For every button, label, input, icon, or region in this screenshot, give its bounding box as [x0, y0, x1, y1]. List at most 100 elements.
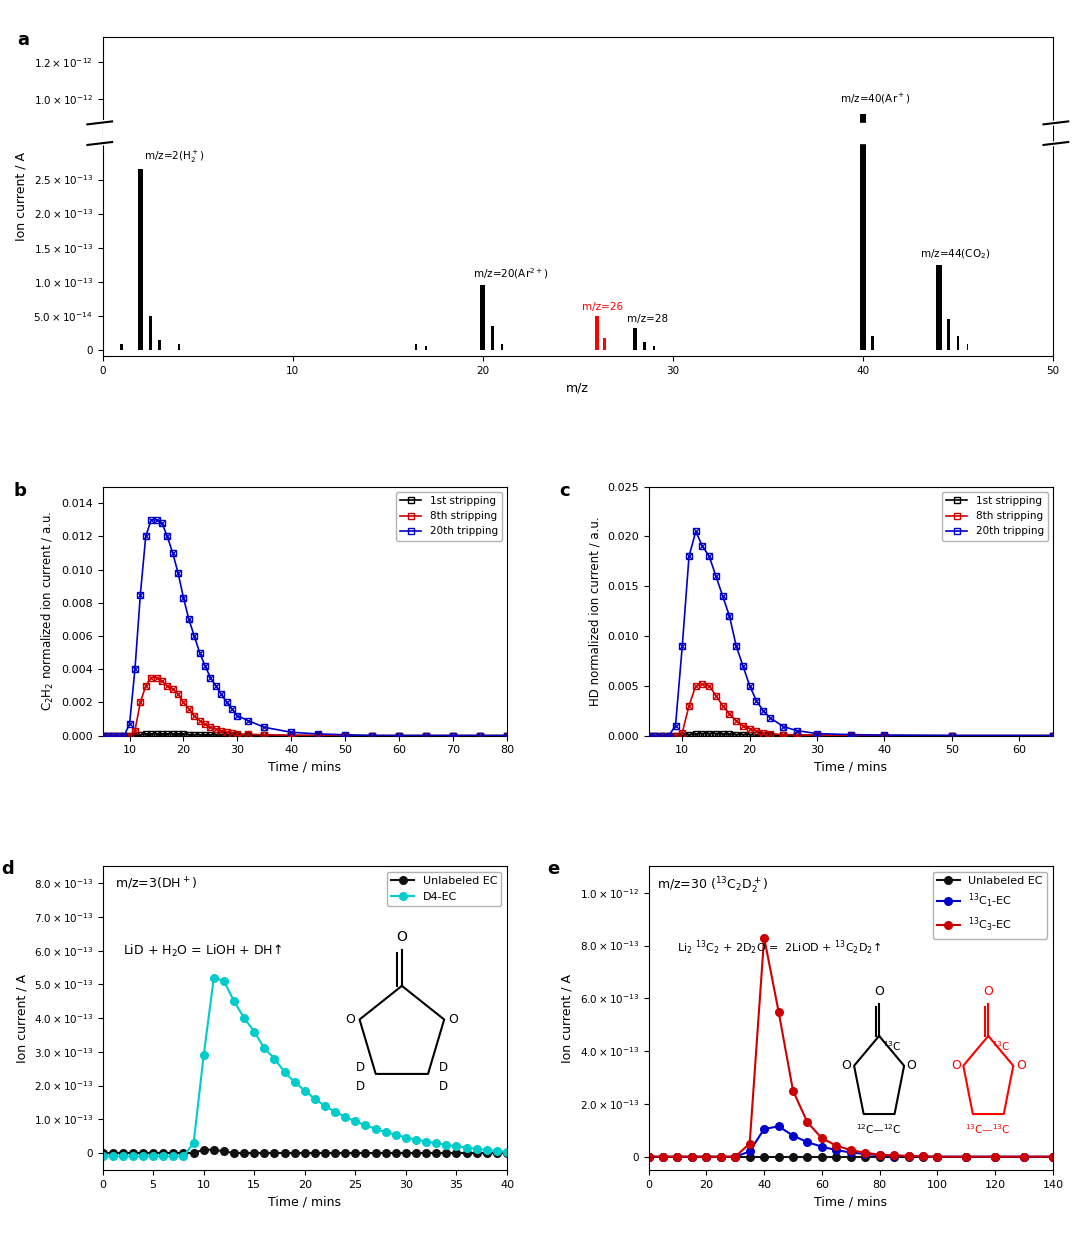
- 20th tripping: [393, 728, 406, 743]
- 8th stripping: [656, 728, 669, 743]
- D4-EC: [228, 994, 241, 1009]
- $^{13}$C$_3$-EC: [714, 1149, 727, 1164]
- Unlabeled EC: [389, 1145, 402, 1160]
- D4-EC: [409, 1132, 422, 1146]
- D4-EC: [490, 1144, 503, 1159]
- D4-EC: [359, 1118, 372, 1133]
- $^{13}$C$_1$-EC: [888, 1148, 901, 1162]
- $^{13}$C$_1$-EC: [902, 1149, 915, 1164]
- 20th tripping: [791, 723, 804, 738]
- Unlabeled EC: [801, 1149, 814, 1164]
- 1st stripping: [145, 727, 158, 742]
- 1st stripping: [177, 727, 190, 742]
- 8th stripping: [102, 728, 114, 743]
- Text: m/z=44(CO$_2$): m/z=44(CO$_2$): [920, 248, 990, 261]
- Text: b: b: [14, 482, 27, 500]
- 1st stripping: [231, 728, 244, 743]
- 1st stripping: [123, 728, 136, 743]
- 8th stripping: [683, 698, 696, 713]
- $^{13}$C$_1$-EC: [1047, 1149, 1059, 1164]
- $^{13}$C$_3$-EC: [902, 1149, 915, 1164]
- Unlabeled EC: [657, 1149, 670, 1164]
- Unlabeled EC: [772, 1149, 785, 1164]
- 20th tripping: [757, 703, 770, 718]
- 1st stripping: [878, 728, 891, 743]
- D4-EC: [136, 1149, 149, 1164]
- 20th tripping: [285, 724, 298, 739]
- 20th tripping: [231, 708, 244, 723]
- $^{13}$C$_3$-EC: [729, 1149, 742, 1164]
- 8th stripping: [703, 678, 716, 693]
- 8th stripping: [134, 695, 147, 709]
- Bar: [481, 285, 485, 350]
- 8th stripping: [204, 719, 217, 734]
- Bar: [424, 347, 427, 350]
- 8th stripping: [258, 728, 271, 743]
- 8th stripping: [145, 670, 158, 685]
- $^{13}$C$_3$-EC: [917, 1149, 930, 1164]
- 1st stripping: [107, 728, 120, 743]
- Unlabeled EC: [359, 1145, 372, 1160]
- $^{13}$C$_1$-EC: [686, 1149, 699, 1164]
- Unlabeled EC: [117, 1145, 130, 1160]
- D4-EC: [430, 1135, 443, 1150]
- Unlabeled EC: [247, 1145, 260, 1160]
- Unlabeled EC: [409, 1145, 422, 1160]
- D4-EC: [379, 1124, 392, 1139]
- $^{13}$C$_3$-EC: [989, 1149, 1002, 1164]
- Legend: 1st stripping, 8th stripping, 20th tripping: 1st stripping, 8th stripping, 20th tripp…: [396, 491, 502, 541]
- D4-EC: [319, 1098, 332, 1113]
- 1st stripping: [102, 728, 114, 743]
- D4-EC: [500, 1145, 513, 1160]
- $^{13}$C$_3$-EC: [643, 1149, 656, 1164]
- Unlabeled EC: [349, 1145, 362, 1160]
- 8th stripping: [791, 728, 804, 743]
- 8th stripping: [172, 687, 185, 702]
- 8th stripping: [743, 722, 756, 737]
- Unlabeled EC: [829, 1149, 842, 1164]
- Bar: [595, 316, 599, 350]
- 1st stripping: [811, 728, 824, 743]
- Legend: Unlabeled EC, $^{13}$C$_1$-EC, $^{13}$C$_3$-EC: Unlabeled EC, $^{13}$C$_1$-EC, $^{13}$C$…: [933, 872, 1048, 938]
- $^{13}$C$_1$-EC: [758, 1122, 771, 1136]
- 20th tripping: [118, 728, 131, 743]
- Unlabeled EC: [686, 1149, 699, 1164]
- $^{13}$C$_1$-EC: [743, 1144, 756, 1159]
- $^{13}$C$_1$-EC: [772, 1119, 785, 1134]
- 1st stripping: [285, 728, 298, 743]
- D4-EC: [288, 1075, 301, 1089]
- 1st stripping: [662, 728, 675, 743]
- Bar: [860, 114, 866, 350]
- Unlabeled EC: [1017, 1149, 1030, 1164]
- 20th tripping: [710, 568, 723, 583]
- Legend: Unlabeled EC, D4-EC: Unlabeled EC, D4-EC: [387, 872, 501, 906]
- $^{13}$C$_3$-EC: [829, 1138, 842, 1153]
- 20th tripping: [845, 727, 858, 742]
- 8th stripping: [643, 728, 656, 743]
- Line: $^{13}$C$_1$-EC: $^{13}$C$_1$-EC: [645, 1123, 1057, 1160]
- Text: LiD + H$_2$O = LiOH + DH↑: LiD + H$_2$O = LiOH + DH↑: [123, 943, 282, 959]
- $^{13}$C$_1$-EC: [714, 1149, 727, 1164]
- $^{13}$C$_3$-EC: [700, 1149, 713, 1164]
- $^{13}$C$_3$-EC: [657, 1149, 670, 1164]
- Unlabeled EC: [888, 1149, 901, 1164]
- 8th stripping: [1047, 728, 1059, 743]
- 1st stripping: [683, 727, 696, 742]
- 8th stripping: [764, 727, 777, 742]
- Unlabeled EC: [198, 1143, 211, 1158]
- Unlabeled EC: [450, 1145, 463, 1160]
- 1st stripping: [764, 728, 777, 743]
- Text: c: c: [559, 482, 570, 500]
- 1st stripping: [716, 727, 729, 742]
- Unlabeled EC: [207, 1143, 220, 1158]
- 20th tripping: [258, 719, 271, 734]
- $^{13}$C$_1$-EC: [700, 1149, 713, 1164]
- 1st stripping: [643, 728, 656, 743]
- 20th tripping: [716, 589, 729, 604]
- Text: m/z=28: m/z=28: [627, 314, 669, 324]
- D4-EC: [126, 1149, 139, 1164]
- 8th stripping: [811, 728, 824, 743]
- $^{13}$C$_1$-EC: [989, 1149, 1002, 1164]
- 1st stripping: [199, 728, 212, 743]
- X-axis label: Time / mins: Time / mins: [814, 1195, 888, 1208]
